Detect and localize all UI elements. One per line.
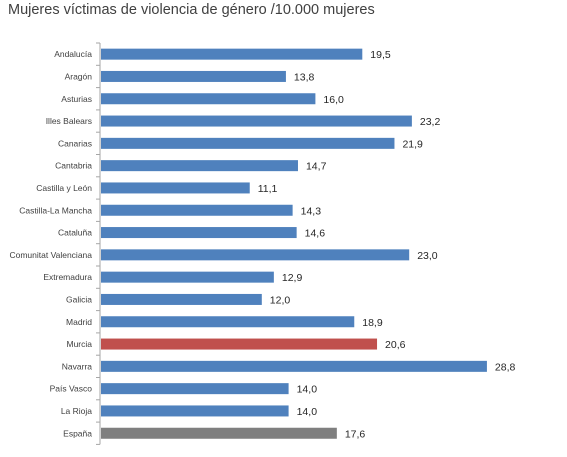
- bar-canarias: [101, 137, 395, 149]
- value-label-aragon: 13,8: [294, 71, 315, 83]
- value-label-madrid: 18,9: [362, 317, 383, 329]
- bar-galicia: [101, 293, 262, 305]
- bar-pais-vasco: [101, 383, 289, 395]
- value-label-navarra: 28,8: [495, 361, 516, 373]
- category-label-aragon: Aragón: [65, 71, 93, 81]
- category-label-cantabria: Cantabria: [55, 161, 92, 171]
- category-label-extremadura: Extremadura: [43, 272, 92, 282]
- category-label-galicia: Galicia: [66, 294, 92, 304]
- category-label-la-rioja: La Rioja: [61, 406, 92, 416]
- category-label-madrid: Madrid: [66, 317, 92, 327]
- value-label-illes-balears: 23,2: [420, 116, 441, 128]
- bar-illes-balears: [101, 115, 412, 127]
- value-label-murcia: 20,6: [385, 339, 406, 351]
- bar-castilla-la-mancha: [101, 204, 293, 216]
- bar-murcia: [101, 338, 378, 350]
- category-label-castilla-y-leon: Castilla y León: [36, 183, 92, 193]
- bar-comunitat-valenciana: [101, 249, 410, 261]
- category-label-castilla-la-mancha: Castilla-La Mancha: [19, 205, 92, 215]
- bar-navarra: [101, 360, 487, 372]
- value-label-comunitat-valenciana: 23,0: [417, 250, 438, 262]
- category-label-andalucia: Andalucía: [54, 49, 92, 59]
- bar-castilla-y-leon: [101, 182, 250, 194]
- bar-aragon: [101, 70, 286, 82]
- bar-asturias: [101, 93, 316, 105]
- value-label-pais-vasco: 14,0: [297, 384, 318, 396]
- value-label-castilla-y-leon: 11,1: [258, 183, 278, 195]
- category-label-pais-vasco: País Vasco: [50, 384, 93, 394]
- value-label-espana: 17,6: [345, 428, 366, 440]
- category-label-espana: España: [63, 428, 92, 438]
- value-label-andalucia: 19,5: [370, 49, 391, 61]
- value-label-la-rioja: 14,0: [297, 406, 318, 418]
- category-label-murcia: Murcia: [66, 339, 92, 349]
- bar-la-rioja: [101, 405, 289, 417]
- category-label-asturias: Asturias: [61, 94, 92, 104]
- category-label-cataluna: Cataluña: [58, 228, 92, 238]
- value-label-asturias: 16,0: [323, 94, 344, 106]
- category-label-illes-balears: Illes Balears: [46, 116, 92, 126]
- value-label-castilla-la-mancha: 14,3: [301, 205, 322, 217]
- value-label-cantabria: 14,7: [306, 161, 327, 173]
- category-label-comunitat-valenciana: Comunitat Valenciana: [9, 250, 92, 260]
- chart-title: Mujeres víctimas de violencia de género …: [8, 2, 375, 18]
- bar-madrid: [101, 316, 355, 328]
- bar-espana: [101, 427, 337, 439]
- value-label-canarias: 21,9: [402, 138, 423, 150]
- category-label-navarra: Navarra: [62, 361, 93, 371]
- value-label-cataluna: 14,6: [305, 228, 326, 240]
- bar-cataluna: [101, 227, 297, 239]
- value-label-galicia: 12,0: [270, 294, 291, 306]
- value-label-extremadura: 12,9: [282, 272, 303, 284]
- bar-andalucia: [101, 48, 363, 60]
- category-label-canarias: Canarias: [58, 138, 92, 148]
- bar-extremadura: [101, 271, 274, 283]
- bar-cantabria: [101, 160, 298, 172]
